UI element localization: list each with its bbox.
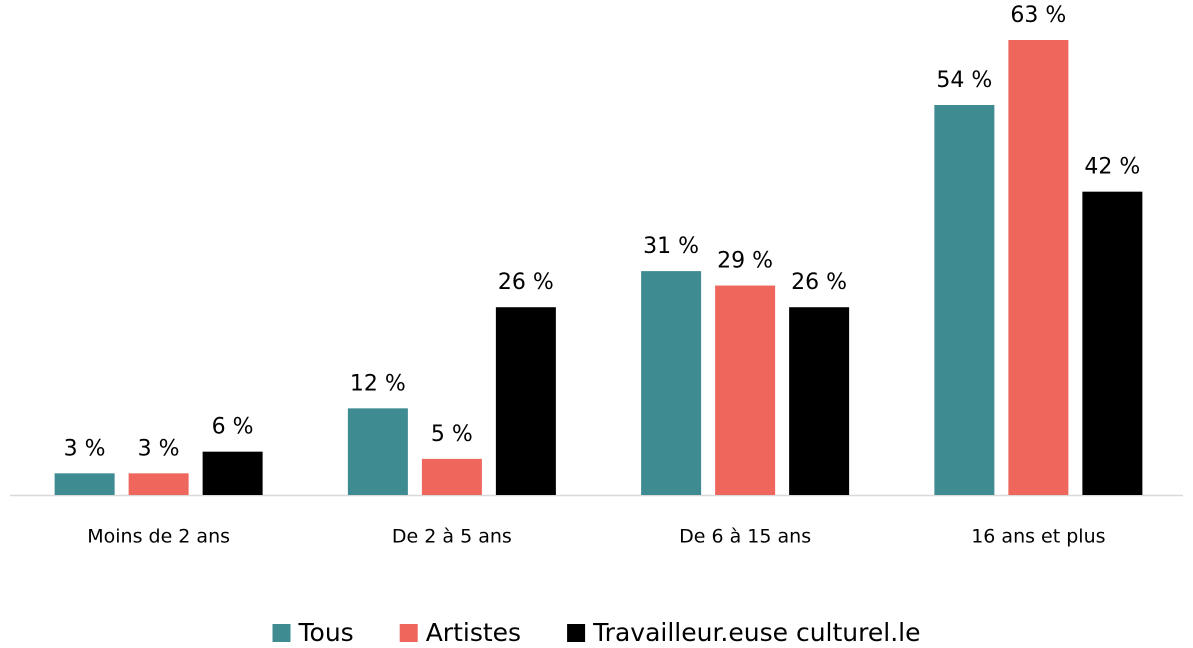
bar bbox=[128, 473, 189, 495]
bar bbox=[1082, 191, 1143, 495]
bar bbox=[789, 307, 850, 495]
legend-label: Tous bbox=[298, 618, 354, 647]
value-label: 26 % bbox=[791, 270, 847, 295]
bar bbox=[495, 307, 556, 495]
legend-swatch bbox=[567, 624, 586, 642]
value-label: 3 % bbox=[64, 436, 106, 461]
value-label: 26 % bbox=[498, 270, 554, 295]
value-label: 3 % bbox=[138, 436, 180, 461]
value-label: 63 % bbox=[1010, 3, 1066, 28]
bar bbox=[641, 271, 702, 495]
legend-swatch bbox=[399, 624, 418, 642]
value-label: 29 % bbox=[717, 249, 773, 274]
value-label: 6 % bbox=[212, 415, 254, 440]
bar bbox=[421, 458, 482, 495]
value-label: 42 % bbox=[1084, 155, 1140, 180]
bar bbox=[202, 451, 263, 495]
bar bbox=[54, 473, 115, 495]
bar bbox=[715, 285, 776, 495]
value-label: 12 % bbox=[350, 371, 406, 396]
legend-swatch bbox=[272, 624, 291, 642]
bar bbox=[347, 408, 408, 495]
legend-label: Travailleur.euse culturel.le bbox=[592, 618, 920, 647]
value-label: 54 % bbox=[936, 68, 992, 93]
x-tick-label: De 2 à 5 ans bbox=[392, 526, 512, 548]
bar bbox=[1008, 40, 1069, 495]
value-label: 31 % bbox=[643, 234, 699, 259]
x-tick-label: Moins de 2 ans bbox=[87, 526, 230, 548]
bar bbox=[934, 105, 995, 495]
legend-label: Artistes bbox=[426, 618, 521, 647]
x-tick-label: 16 ans et plus bbox=[971, 526, 1105, 548]
value-label: 5 % bbox=[431, 422, 473, 447]
x-tick-label: De 6 à 15 ans bbox=[679, 526, 811, 548]
